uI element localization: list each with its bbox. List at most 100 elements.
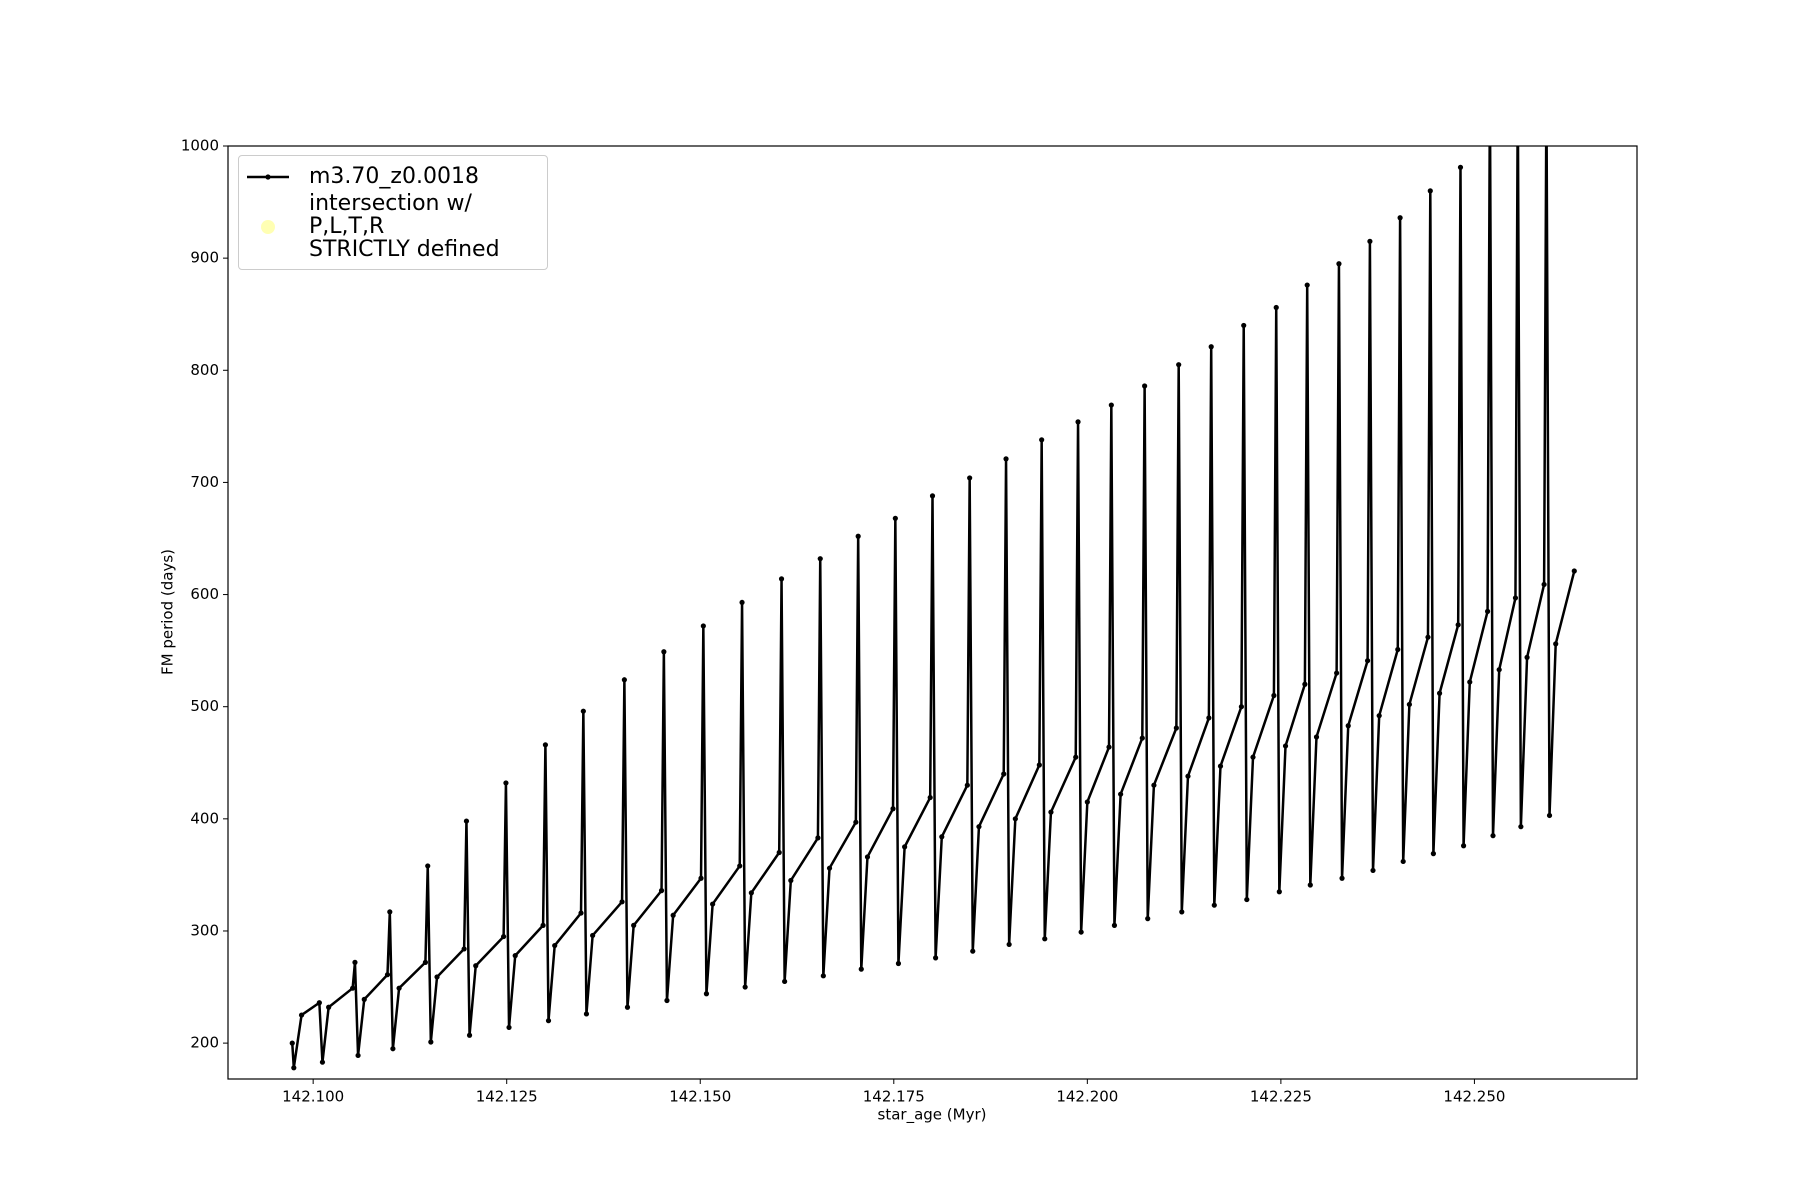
data-point: [1282, 743, 1289, 749]
data-point: [1430, 850, 1436, 857]
data-point: [319, 1059, 326, 1065]
data-point: [895, 960, 902, 967]
data-point: [1118, 791, 1124, 797]
data-point: [782, 978, 788, 985]
data-point: [710, 901, 716, 907]
data-point: [1313, 734, 1320, 740]
data-point: [1173, 725, 1179, 731]
data-point: [580, 708, 586, 714]
data-point: [1460, 843, 1467, 849]
data-point: [776, 849, 782, 856]
legend: m3.70_z0.0018 intersection w/ P,L,T,R STR…: [238, 155, 548, 271]
data-point: [461, 946, 467, 952]
legend-label: intersection w/ P,L,T,R STRICTLY defined: [309, 191, 500, 263]
x-tick-label: 142.200: [1056, 1088, 1118, 1106]
data-point: [540, 922, 546, 928]
data-point: [619, 899, 625, 905]
x-tick-label: 142.100: [282, 1088, 344, 1106]
data-point: [1457, 164, 1464, 170]
y-tick-label: 800: [190, 361, 219, 379]
data-point: [1241, 322, 1247, 329]
x-tick-label: 142.250: [1443, 1088, 1505, 1106]
data-point: [425, 863, 431, 869]
data-point: [1208, 344, 1214, 350]
data-point: [590, 932, 596, 939]
data-point: [826, 865, 833, 871]
data-point: [1496, 667, 1502, 673]
data-point: [1250, 754, 1256, 760]
data-point: [902, 844, 908, 850]
data-point: [967, 475, 973, 481]
data-point: [1364, 658, 1371, 664]
data-point: [291, 1065, 297, 1071]
data-point: [1108, 402, 1114, 408]
data-point: [664, 997, 670, 1004]
data-point: [820, 973, 826, 979]
data-point: [1042, 936, 1048, 942]
data-point: [361, 996, 367, 1002]
data-point: [463, 818, 470, 824]
data-point: [1400, 858, 1406, 865]
data-point: [970, 948, 976, 954]
data-point: [858, 966, 864, 972]
data-point: [1179, 909, 1185, 915]
data-point: [1467, 679, 1473, 685]
data-point: [1244, 896, 1250, 903]
data-point: [1487, 87, 1492, 92]
data-point: [1304, 282, 1310, 288]
data-point: [748, 890, 754, 896]
data-point: [1001, 771, 1007, 777]
data-point: [1084, 799, 1090, 805]
data-point: [583, 1011, 590, 1017]
y-tick-label: 700: [190, 473, 219, 491]
data-point: [855, 533, 861, 539]
data-point: [1345, 723, 1351, 729]
data-point: [631, 922, 637, 928]
data-point: [352, 959, 358, 965]
data-point: [545, 1018, 552, 1024]
data-point: [289, 1040, 295, 1046]
data-point: [1048, 809, 1054, 815]
data-point: [1406, 701, 1412, 708]
data-point: [658, 888, 665, 894]
data-point: [326, 1004, 332, 1010]
data-point: [298, 1012, 305, 1018]
data-point: [506, 1024, 512, 1031]
data-point: [1376, 713, 1382, 719]
data-point: [815, 835, 821, 841]
data-point: [1515, 87, 1520, 92]
data-point: [1425, 634, 1431, 640]
data-point: [964, 782, 970, 788]
data-point: [1176, 362, 1182, 368]
data-point: [929, 493, 936, 499]
legend-symbol: [261, 219, 275, 234]
data-point: [976, 824, 982, 830]
data-point: [864, 854, 871, 860]
data-point: [1334, 670, 1340, 676]
data-point: [1238, 704, 1244, 710]
data-point: [1397, 215, 1403, 221]
data-point: [1490, 833, 1496, 839]
data-point: [387, 909, 393, 915]
data-point: [939, 834, 945, 840]
data-point: [355, 1052, 361, 1059]
data-point: [422, 959, 429, 965]
data-point: [1307, 882, 1313, 888]
data-point: [396, 985, 402, 991]
data-point: [1339, 875, 1345, 881]
legend-entry: intersection w/ P,L,T,R STRICTLY defined: [239, 192, 547, 261]
data-point: [1336, 261, 1342, 267]
data-point: [1217, 763, 1224, 769]
y-axis-label: FM period (days): [159, 549, 177, 675]
data-point: [1518, 824, 1524, 830]
data-point: [578, 910, 584, 916]
data-point: [473, 963, 479, 969]
x-tick-label: 142.125: [476, 1088, 538, 1106]
data-point: [1012, 816, 1018, 822]
data-point: [700, 623, 706, 629]
data-point: [1036, 762, 1042, 768]
data-point: [1003, 456, 1009, 462]
data-point: [1395, 646, 1401, 653]
y-tick-label: 600: [190, 585, 219, 603]
data-point: [1206, 715, 1212, 721]
